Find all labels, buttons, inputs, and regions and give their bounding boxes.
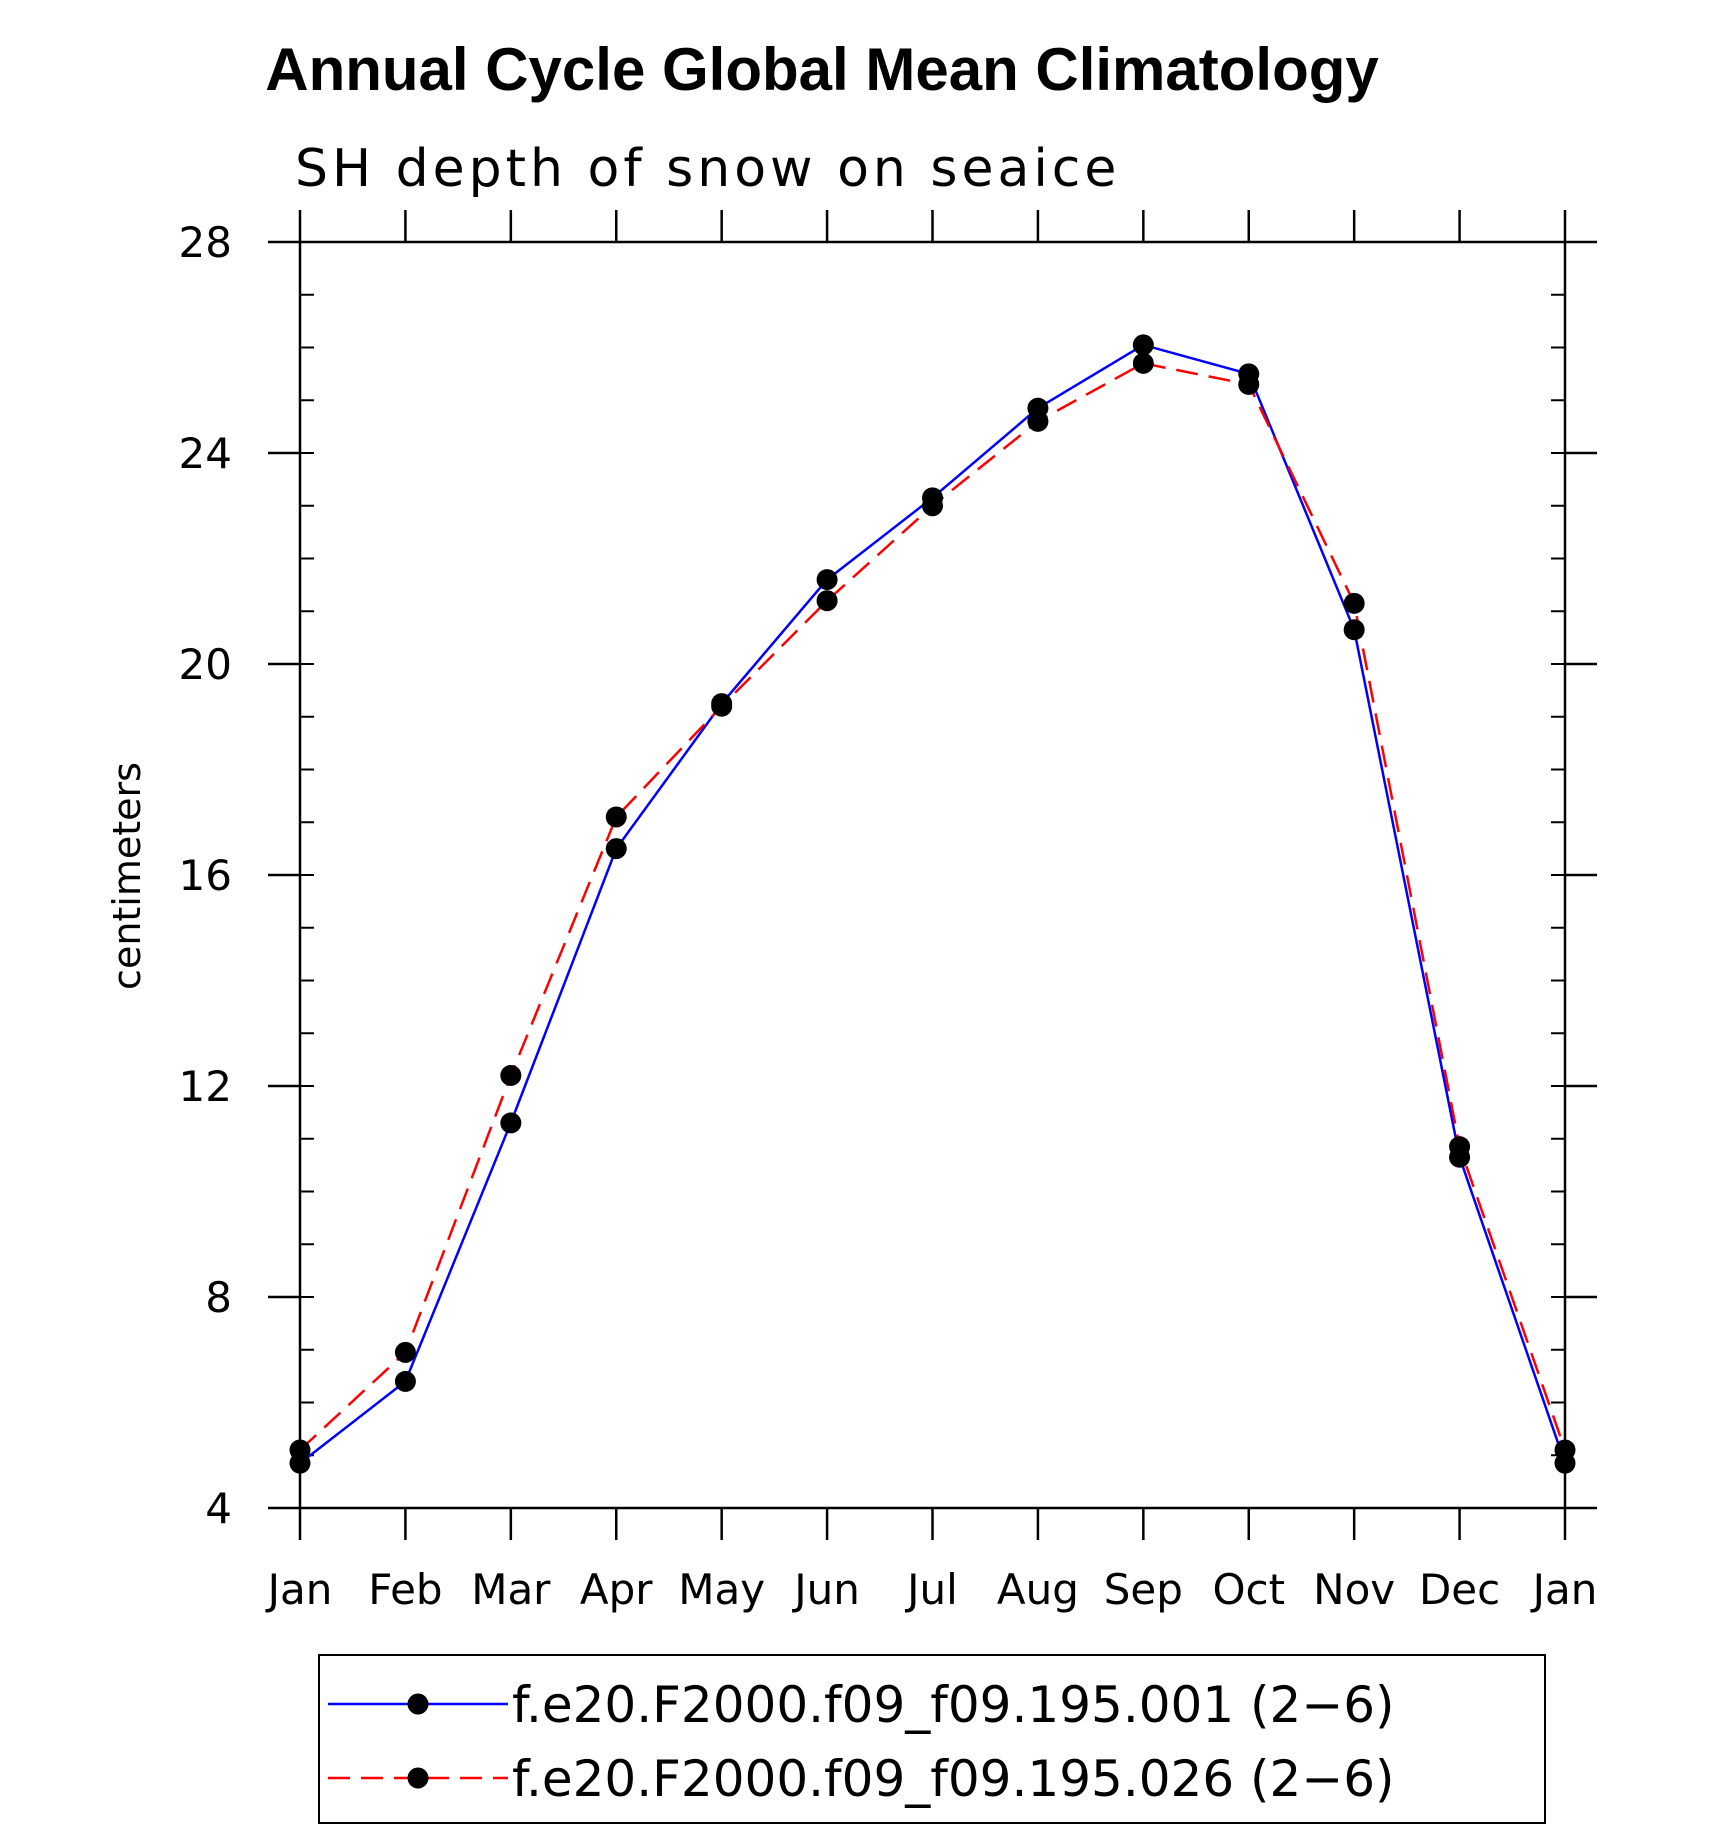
data-point-series-2 [394,1341,416,1363]
y-tick-label: 4 [205,1484,232,1533]
data-point-series-2 [816,590,838,612]
y-tick-label: 20 [179,640,232,689]
y-tick-label: 12 [179,1062,232,1111]
x-tick-label: Jun [791,1565,860,1614]
x-tick-label: Oct [1212,1565,1285,1614]
y-axis-label: centimeters [105,762,149,990]
data-point-series-2 [922,495,943,517]
legend-marker-series-1 [407,1693,429,1715]
axis-ticks: Jan Feb Mar Apr May Jun Jul Aug Sep Oct Nov Dec Jan 4… [179,210,1598,1614]
legend-marker-series-2 [407,1767,429,1789]
data-point-series-1 [1132,334,1154,356]
y-tick-label: 16 [179,851,232,900]
data-point-series-2 [1027,410,1049,432]
x-tick-label: Aug [997,1565,1079,1614]
x-tick-label: Jul [904,1565,958,1614]
series-line-2 [299,362,1567,1451]
data-point-series-1 [500,1112,522,1134]
data-point-series-1 [394,1370,416,1392]
legend: f.e20.F2000.f09_f09.195.001 (2−6) f.e20.F… [318,1654,1546,1824]
chart-title: Annual Cycle Global Mean Climatology [265,36,1379,103]
data-point-series-1 [605,838,627,860]
legend-label-series-2: f.e20.F2000.f09_f09.195.026 (2−6) [512,1750,1395,1808]
x-tick-label: Sep [1104,1565,1183,1614]
x-tick-label: Nov [1313,1565,1395,1614]
x-tick-label: Mar [471,1565,551,1614]
data-series [289,334,1576,1474]
data-point-series-2 [605,806,627,828]
data-point-series-2 [711,695,733,717]
data-point-series-2 [1238,373,1260,395]
data-point-series-1 [816,569,838,591]
chart-subtitle: SH depth of snow on seaice [295,139,1120,199]
y-tick-label: 28 [179,218,232,267]
x-tick-label: Jan [1530,1565,1598,1614]
x-tick-label: Feb [368,1565,442,1614]
data-point-series-2 [1449,1136,1471,1158]
data-point-series-1 [1343,619,1365,641]
x-tick-label: Apr [580,1565,653,1614]
legend-box [318,1654,1546,1824]
data-point-series-2 [289,1439,311,1461]
legend-label-series-1: f.e20.F2000.f09_f09.195.001 (2−6) [512,1676,1395,1734]
data-point-series-2 [500,1064,522,1086]
plot-frame [298,240,1567,1510]
x-tick-label: Jan [265,1565,333,1614]
y-tick-label: 8 [205,1273,232,1322]
data-point-series-2 [1132,352,1154,374]
data-point-series-2 [1343,592,1365,614]
y-tick-label: 24 [179,429,232,478]
x-tick-label: Dec [1419,1565,1500,1614]
data-point-series-2 [1554,1439,1576,1461]
x-tick-label: May [678,1565,765,1614]
